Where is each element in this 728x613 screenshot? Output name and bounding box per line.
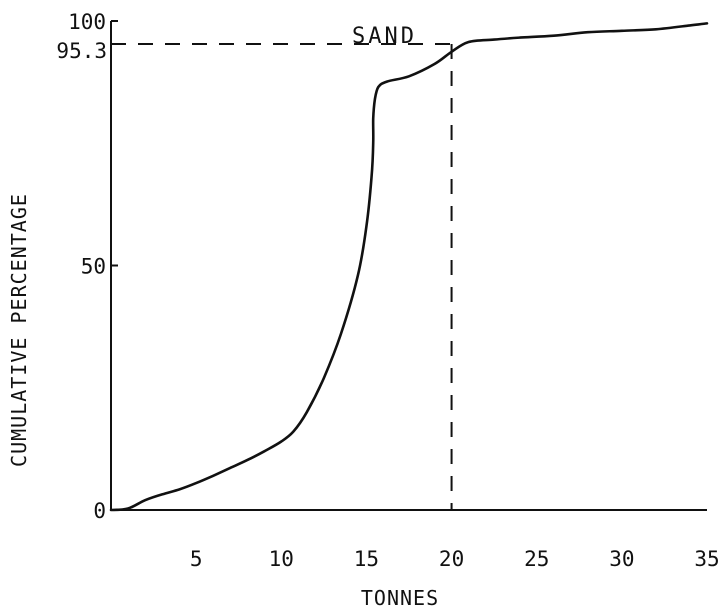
y-axis-title: CUMULATIVE PERCENTAGE (7, 193, 31, 467)
x-tick-label-35: 35 (694, 547, 719, 571)
series-line-sand (109, 22, 709, 512)
y-tick-label-100: 100 (68, 10, 106, 34)
series-label-sand: SAND (352, 24, 417, 49)
x-tick-label-20: 20 (439, 547, 464, 571)
x-tick-label-25: 25 (524, 547, 549, 571)
x-tick-label-30: 30 (609, 547, 634, 571)
x-axis-title: TONNES (361, 586, 439, 610)
x-tick-label-10: 10 (269, 547, 294, 571)
x-tick-label-15: 15 (354, 547, 379, 571)
y-tick-label-0: 0 (93, 499, 106, 523)
reference-value-label: 95.3 (56, 39, 107, 63)
x-tick-label-5: 5 (190, 547, 203, 571)
y-tick-label-50: 50 (81, 255, 106, 279)
